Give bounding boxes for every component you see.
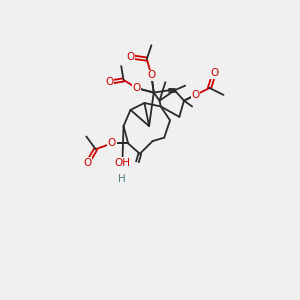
Text: O: O — [126, 52, 135, 62]
Text: O: O — [83, 158, 92, 168]
Text: O: O — [132, 83, 140, 93]
Text: H: H — [118, 174, 126, 184]
Text: O: O — [147, 70, 156, 80]
Text: O: O — [210, 68, 218, 78]
Text: O: O — [108, 138, 116, 148]
Text: O: O — [106, 77, 114, 87]
Text: OH: OH — [114, 158, 130, 168]
Text: O: O — [191, 90, 200, 100]
